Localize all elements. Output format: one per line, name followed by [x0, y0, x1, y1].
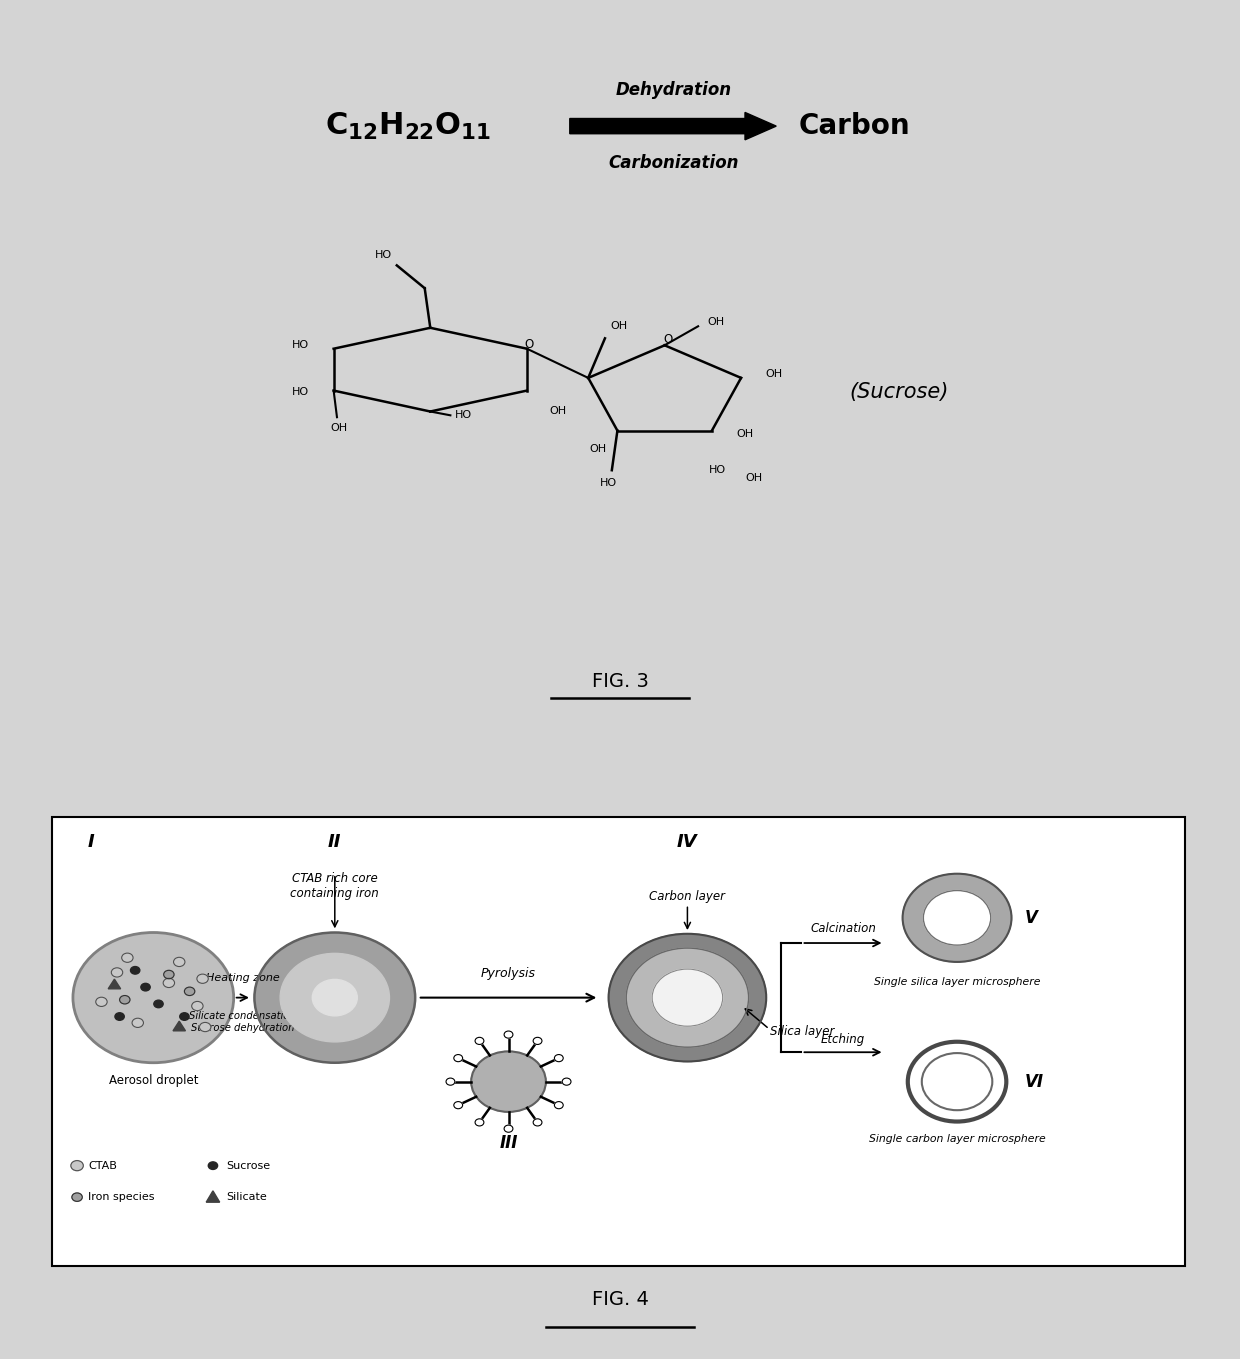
Circle shape [254, 932, 415, 1063]
Circle shape [208, 1162, 217, 1170]
Text: OH: OH [589, 444, 606, 454]
Text: Iron species: Iron species [88, 1192, 155, 1203]
Circle shape [119, 996, 130, 1004]
Circle shape [454, 1055, 463, 1061]
Circle shape [505, 1125, 513, 1132]
Circle shape [475, 1118, 484, 1127]
Circle shape [280, 954, 389, 1042]
Circle shape [122, 953, 133, 962]
FancyBboxPatch shape [52, 817, 1185, 1267]
Circle shape [626, 949, 749, 1048]
Text: OH: OH [549, 406, 567, 416]
Text: CTAB rich core
containing iron: CTAB rich core containing iron [290, 871, 379, 900]
Circle shape [154, 1000, 164, 1008]
Circle shape [475, 1037, 484, 1045]
Circle shape [609, 934, 766, 1061]
Circle shape [446, 1078, 455, 1086]
Circle shape [185, 987, 195, 996]
Circle shape [73, 932, 233, 1063]
Text: Etching: Etching [821, 1033, 866, 1046]
Circle shape [908, 1042, 1007, 1121]
Circle shape [312, 980, 357, 1017]
Text: HO: HO [455, 410, 472, 420]
Circle shape [533, 1118, 542, 1127]
Text: HO: HO [291, 340, 309, 349]
Text: Silica layer: Silica layer [770, 1025, 835, 1038]
Text: Carbonization: Carbonization [609, 154, 739, 171]
Circle shape [924, 890, 991, 945]
Text: V: V [1024, 909, 1038, 927]
Text: Aerosol droplet: Aerosol droplet [109, 1074, 198, 1087]
Circle shape [164, 978, 175, 988]
Text: HO: HO [376, 250, 392, 261]
Text: O: O [525, 338, 533, 352]
Text: Dehydration: Dehydration [615, 80, 732, 99]
Text: FIG. 4: FIG. 4 [591, 1290, 649, 1309]
Text: Sucrose: Sucrose [226, 1161, 270, 1170]
Circle shape [554, 1102, 563, 1109]
Text: Single carbon layer microsphere: Single carbon layer microsphere [869, 1135, 1045, 1144]
Circle shape [141, 984, 150, 991]
Circle shape [131, 1018, 144, 1027]
Circle shape [71, 1161, 83, 1170]
Text: HO: HO [709, 465, 725, 474]
Circle shape [192, 1002, 203, 1011]
Text: HO: HO [600, 478, 618, 488]
Text: Single silica layer microsphere: Single silica layer microsphere [874, 977, 1040, 987]
Circle shape [200, 1022, 211, 1031]
Circle shape [903, 874, 1012, 962]
Circle shape [164, 970, 174, 978]
Circle shape [115, 1012, 124, 1021]
Text: CTAB: CTAB [88, 1161, 118, 1170]
Text: II: II [329, 833, 341, 851]
Circle shape [505, 1031, 513, 1038]
Text: OH: OH [745, 473, 763, 482]
Text: Silicate: Silicate [226, 1192, 267, 1203]
Text: Pyrolysis: Pyrolysis [481, 968, 536, 980]
Text: OH: OH [707, 318, 724, 328]
Text: Carbon: Carbon [799, 111, 910, 140]
Text: FIG. 3: FIG. 3 [591, 673, 649, 692]
Text: OH: OH [610, 321, 627, 330]
Circle shape [180, 1012, 188, 1021]
Text: I: I [88, 833, 94, 851]
Polygon shape [206, 1190, 219, 1203]
Polygon shape [174, 1021, 186, 1031]
Circle shape [174, 957, 185, 966]
Text: Carbon layer: Carbon layer [650, 890, 725, 904]
Circle shape [130, 966, 140, 974]
Text: Calcination: Calcination [810, 921, 875, 935]
Text: (Sucrose): (Sucrose) [849, 382, 949, 402]
Polygon shape [108, 978, 120, 989]
Circle shape [112, 968, 123, 977]
Text: $\mathbf{C_{12}H_{22}O_{11}}$: $\mathbf{C_{12}H_{22}O_{11}}$ [325, 110, 491, 141]
Text: O: O [663, 333, 672, 345]
Circle shape [554, 1055, 563, 1061]
Circle shape [197, 974, 208, 984]
Text: OH: OH [765, 370, 782, 379]
FancyArrow shape [570, 113, 776, 140]
Circle shape [471, 1052, 546, 1112]
Text: Silicate condensation
Sucrose dehydration: Silicate condensation Sucrose dehydratio… [190, 1011, 296, 1033]
Text: Heating zone: Heating zone [206, 973, 279, 983]
Circle shape [652, 969, 723, 1026]
Circle shape [95, 998, 107, 1007]
Circle shape [454, 1102, 463, 1109]
Text: OH: OH [737, 429, 754, 439]
Text: IV: IV [677, 833, 698, 851]
Text: VI: VI [1024, 1072, 1044, 1091]
Text: OH: OH [331, 423, 347, 432]
Text: III: III [500, 1133, 518, 1151]
Text: HO: HO [291, 387, 309, 397]
Circle shape [72, 1193, 82, 1201]
Circle shape [533, 1037, 542, 1045]
Circle shape [562, 1078, 570, 1086]
